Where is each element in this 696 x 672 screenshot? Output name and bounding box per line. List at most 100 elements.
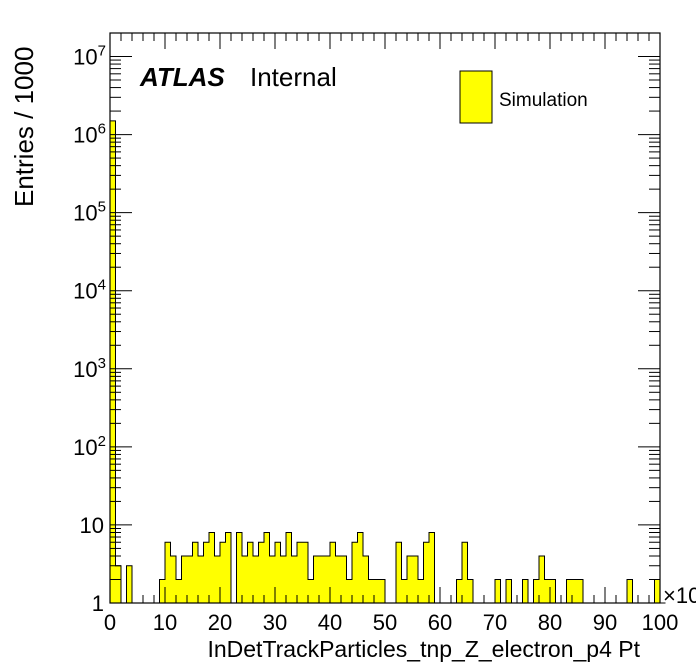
x-tick-label: 70 <box>483 610 507 635</box>
histogram-bin <box>236 532 242 603</box>
histogram-bin <box>225 532 231 603</box>
histogram-bin <box>165 542 171 603</box>
histogram-bin <box>253 555 259 603</box>
histogram-bin <box>192 542 198 603</box>
histogram-bin <box>247 542 253 603</box>
histogram-bin <box>341 555 347 603</box>
histogram-bin <box>374 579 380 603</box>
histogram-bin <box>214 555 220 603</box>
y-tick-label: 10 <box>80 513 104 538</box>
histogram-bin <box>566 579 572 603</box>
x-tick-label: 50 <box>373 610 397 635</box>
histogram-bin <box>429 532 435 603</box>
x-axis-ticks <box>109 33 661 603</box>
histogram-bin <box>275 542 281 603</box>
histogram-bin <box>357 532 363 603</box>
histogram-bin <box>126 565 132 603</box>
histogram-bin <box>544 579 550 603</box>
histogram-bin <box>308 579 314 603</box>
y-tick-label: 104 <box>73 277 106 304</box>
internal-label: Internal <box>250 62 337 92</box>
histogram-bin <box>280 555 286 603</box>
x-tick-label: 20 <box>208 610 232 635</box>
y-tick-label: 102 <box>73 433 106 460</box>
x-tick-label: 60 <box>428 610 452 635</box>
histogram-bin <box>258 542 264 603</box>
histogram-bin <box>379 579 385 603</box>
histogram-outline <box>109 120 666 604</box>
y-axis-title: Entries / 1000 <box>9 47 39 207</box>
histogram-bin <box>286 532 292 603</box>
x-tick-labels: 0 10 20 30 40 50 60 70 80 90 100 <box>104 610 678 635</box>
histogram-bin <box>539 555 545 603</box>
x-axis-multiplier: ×10 <box>663 583 696 608</box>
histogram-bin <box>627 579 633 603</box>
histogram-bin <box>170 555 176 603</box>
x-tick-label: 0 <box>104 610 116 635</box>
histogram-bin <box>654 579 660 603</box>
histogram-bars <box>109 120 666 604</box>
histogram-bin <box>313 555 319 603</box>
histogram-bin <box>533 579 539 603</box>
histogram-bin <box>302 542 308 603</box>
histogram-bin <box>269 555 275 603</box>
histogram-bin <box>572 579 578 603</box>
histogram-bin <box>407 555 413 603</box>
plot-frame <box>109 32 661 604</box>
histogram-bin <box>110 120 116 603</box>
x-tick-label: 10 <box>153 610 177 635</box>
atlas-label: ATLAS <box>139 62 225 92</box>
y-tick-label: 1 <box>92 591 104 616</box>
x-tick-label: 90 <box>593 610 617 635</box>
histogram-bin <box>346 579 352 603</box>
histogram-bin <box>396 542 402 603</box>
histogram-bin <box>209 532 215 603</box>
y-tick-label: 103 <box>73 355 106 382</box>
histogram-bin <box>264 532 270 603</box>
y-tick-label: 105 <box>73 199 106 226</box>
histogram-bin <box>423 542 429 603</box>
histogram-bin <box>187 555 193 603</box>
y-axis-ticks <box>110 32 660 604</box>
histogram-bin <box>181 555 187 603</box>
histogram-bin <box>412 555 418 603</box>
histogram-bin <box>495 579 501 603</box>
histogram-bin <box>203 542 209 603</box>
x-tick-label: 30 <box>263 610 287 635</box>
x-axis-title: InDetTrackParticles_tnp_Z_electron_p4 Pt <box>207 636 640 662</box>
histogram-bin <box>198 555 204 603</box>
histogram-bin <box>352 542 358 603</box>
histogram-bin <box>176 579 182 603</box>
histogram-bin <box>363 555 369 603</box>
histogram-bin <box>401 579 407 603</box>
histogram-bin <box>297 542 303 603</box>
histogram-bin <box>577 579 583 603</box>
x-tick-label: 80 <box>538 610 562 635</box>
histogram-bin <box>330 542 336 603</box>
histogram-bin <box>550 579 556 603</box>
y-tick-label: 106 <box>73 121 106 148</box>
histogram-bin <box>368 579 374 603</box>
histogram-bin <box>462 542 468 603</box>
histogram-bin <box>467 579 473 603</box>
y-tick-labels: 1 10 102 103 104 105 106 107 <box>73 43 106 616</box>
histogram-bin <box>418 579 424 603</box>
histogram-bin <box>522 579 528 603</box>
histogram-bin <box>335 555 341 603</box>
histogram-bin <box>159 579 165 603</box>
histogram-bin <box>506 579 512 603</box>
x-tick-label: 40 <box>318 610 342 635</box>
legend: Simulation <box>459 70 588 124</box>
histogram-bin <box>242 555 248 603</box>
y-tick-label: 107 <box>73 43 106 70</box>
histogram-bin <box>324 555 330 603</box>
histogram-bin <box>319 555 325 603</box>
histogram-bin <box>115 565 121 603</box>
legend-label: Simulation <box>499 90 588 111</box>
histogram-bin <box>456 579 462 603</box>
histogram-bin <box>291 555 297 603</box>
legend-swatch <box>459 70 493 124</box>
x-tick-label: 100 <box>642 610 679 635</box>
histogram-bin <box>220 542 226 603</box>
